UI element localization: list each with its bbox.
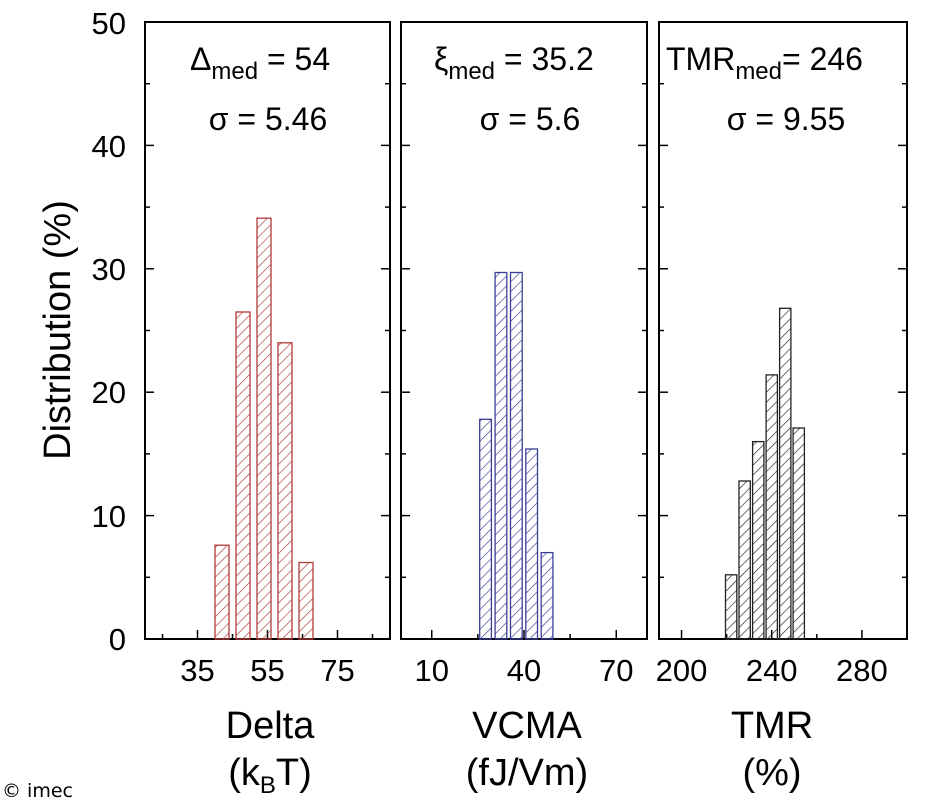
panel-delta: 0 10 20 30 40 50 35 55 75 Δmed = 54 σ = 5.… (92, 6, 391, 799)
panel-delta-bars (214, 217, 314, 640)
vcma-x-unit: (fJ/Vm) (466, 752, 588, 794)
vcma-bar (525, 448, 539, 640)
vcma-x-tick-label: 10 (415, 653, 449, 688)
delta-x-tick-label: 55 (250, 653, 284, 688)
tmr-bar (792, 427, 806, 640)
y-tick-label: 0 (109, 622, 126, 657)
vcma-x-title: VCMA (472, 705, 582, 747)
y-tick-label: 20 (92, 375, 126, 410)
vcma-x-tick-label: 70 (599, 653, 633, 688)
y-axis-title: Distribution (%) (37, 200, 79, 460)
y-tick-label: 50 (92, 6, 126, 41)
panel-vcma-xtick-labels: 10 40 70 (415, 653, 634, 688)
panel-delta-xtick-labels: 35 55 75 (180, 653, 354, 688)
vcma-bar (509, 271, 523, 640)
tmr-x-tick-label: 240 (746, 653, 798, 688)
panel-tmr: 200 240 280 TMRmed= 246 σ = 9.55 TMR (%) (656, 21, 908, 794)
vcma-sigma-annotation: σ = 5.6 (480, 101, 581, 137)
y-tick-labels: 0 10 20 30 40 50 (92, 6, 126, 657)
delta-bar (277, 342, 293, 640)
y-tick-label: 10 (92, 499, 126, 534)
panel-tmr-xtick-labels: 200 240 280 (656, 653, 888, 688)
y-tick-label: 40 (92, 129, 126, 164)
delta-bar (214, 544, 230, 640)
tmr-x-title: TMR (731, 705, 813, 747)
tmr-bar (765, 374, 779, 640)
delta-x-tick-label: 35 (180, 653, 214, 688)
panel-vcma-ticks (401, 21, 647, 640)
vcma-bar (540, 551, 554, 640)
delta-x-unit: (kBT) (228, 752, 312, 799)
delta-x-tick-label: 75 (320, 653, 354, 688)
tmr-bar (738, 480, 751, 640)
delta-bar (256, 217, 272, 640)
delta-bar (235, 311, 251, 640)
delta-sigma-annotation: σ = 5.46 (209, 101, 328, 137)
panel-vcma: 10 40 70 ξmed = 35.2 σ = 5.6 VCMA (fJ/Vm) (400, 21, 648, 794)
vcma-bar (479, 418, 493, 640)
tmr-bar (724, 574, 738, 640)
panel-vcma-bars (479, 271, 554, 640)
vcma-x-tick-label: 40 (507, 653, 541, 688)
vcma-bar (494, 271, 508, 640)
delta-x-title: Delta (226, 705, 316, 747)
delta-bar (298, 561, 314, 640)
vcma-median-annotation: ξmed = 35.2 (434, 41, 594, 85)
tmr-bar (778, 307, 792, 640)
tmr-x-tick-label: 280 (836, 653, 888, 688)
tmr-median-annotation: TMRmed= 246 (666, 41, 863, 85)
tmr-x-unit: (%) (742, 752, 801, 794)
delta-median-annotation: Δmed = 54 (190, 41, 330, 85)
panel-tmr-bars (724, 307, 806, 640)
copyright-label: © imec (2, 780, 73, 802)
y-tick-label: 30 (92, 252, 126, 287)
tmr-sigma-annotation: σ = 9.55 (727, 101, 846, 137)
panel-delta-ticks (145, 21, 390, 640)
tmr-x-tick-label: 200 (656, 653, 708, 688)
tmr-bar (751, 440, 765, 640)
